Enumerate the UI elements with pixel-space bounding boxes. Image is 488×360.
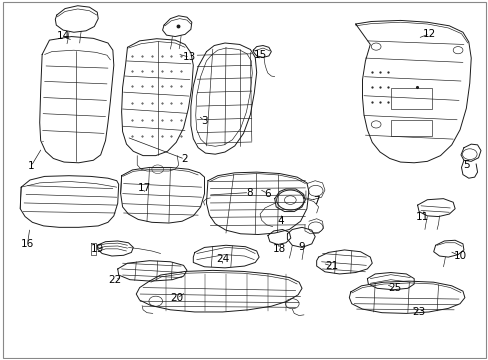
Text: 14: 14 xyxy=(57,31,70,41)
Text: 20: 20 xyxy=(170,293,183,303)
Text: 12: 12 xyxy=(422,29,435,39)
Text: 15: 15 xyxy=(253,50,266,60)
Text: 22: 22 xyxy=(108,275,122,285)
Text: 9: 9 xyxy=(298,242,305,252)
Text: 16: 16 xyxy=(21,239,34,249)
Text: 6: 6 xyxy=(264,189,271,199)
Text: 21: 21 xyxy=(325,261,338,271)
Text: 23: 23 xyxy=(411,307,425,317)
Text: 7: 7 xyxy=(313,196,319,206)
Text: 13: 13 xyxy=(183,52,196,62)
Text: 4: 4 xyxy=(277,216,284,226)
Text: 17: 17 xyxy=(138,183,151,193)
Text: 3: 3 xyxy=(201,116,207,126)
Bar xyxy=(390,88,431,109)
Text: 18: 18 xyxy=(272,244,285,254)
Text: 1: 1 xyxy=(27,161,34,171)
Text: 2: 2 xyxy=(182,154,188,164)
Text: 25: 25 xyxy=(387,283,401,293)
Bar xyxy=(390,120,431,136)
Text: 19: 19 xyxy=(90,244,103,254)
Text: 8: 8 xyxy=(245,188,252,198)
Text: 24: 24 xyxy=(216,254,229,264)
Text: 5: 5 xyxy=(462,160,468,170)
Text: 11: 11 xyxy=(415,212,428,221)
Text: 10: 10 xyxy=(452,251,466,261)
